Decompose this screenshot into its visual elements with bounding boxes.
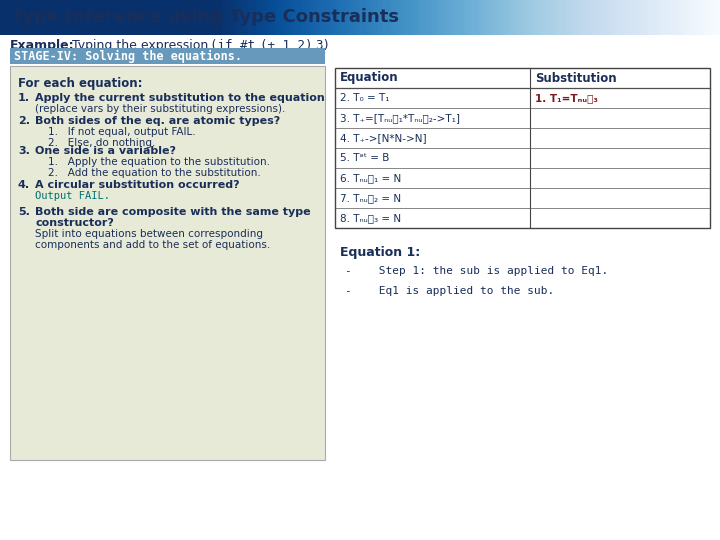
Text: For each equation:: For each equation: <box>18 77 143 90</box>
Text: 8. Tₙᵤᵮ₃ = N: 8. Tₙᵤᵮ₃ = N <box>340 213 401 223</box>
Bar <box>10 48 325 64</box>
Text: 3. T₊=[Tₙᵤᵮ₁*Tₙᵤᵮ₂->T₁]: 3. T₊=[Tₙᵤᵮ₁*Tₙᵤᵮ₂->T₁] <box>340 113 460 123</box>
Text: STAGE-IV: Solving the equations.: STAGE-IV: Solving the equations. <box>14 50 242 63</box>
Text: (if #t: (if #t <box>210 39 255 52</box>
Text: 6. Tₙᵤᵮ₁ = N: 6. Tₙᵤᵮ₁ = N <box>340 173 401 183</box>
Text: 5. Tᵊᵗ = B: 5. Tᵊᵗ = B <box>340 153 390 163</box>
Bar <box>335 68 710 228</box>
Text: 5.: 5. <box>18 207 30 217</box>
Text: -    Step 1: the sub is applied to Eq1.: - Step 1: the sub is applied to Eq1. <box>345 266 608 276</box>
Text: Output FAIL.: Output FAIL. <box>35 191 110 201</box>
Text: 1. T₁=Tₙᵤᵮ₃: 1. T₁=Tₙᵤᵮ₃ <box>535 93 598 103</box>
Bar <box>10 66 325 460</box>
Text: 2. T₀ = T₁: 2. T₀ = T₁ <box>340 93 390 103</box>
Text: 3): 3) <box>315 39 330 52</box>
Text: 4. T₊->[N*N->N]: 4. T₊->[N*N->N] <box>340 133 427 143</box>
Text: 2.   Else, do nothing.: 2. Else, do nothing. <box>48 138 156 148</box>
Text: constructor?: constructor? <box>35 218 114 228</box>
Text: 2.: 2. <box>18 116 30 126</box>
Text: Both sides of the eq. are atomic types?: Both sides of the eq. are atomic types? <box>35 116 280 126</box>
Text: 3.: 3. <box>18 146 30 156</box>
Text: Typing the expression: Typing the expression <box>72 39 208 52</box>
Text: Split into equations between corresponding: Split into equations between correspondi… <box>35 229 263 239</box>
Text: Type Inference using Type Constraints: Type Inference using Type Constraints <box>12 8 399 26</box>
Text: Equation: Equation <box>340 71 399 84</box>
Text: (+ 1 2): (+ 1 2) <box>260 39 312 52</box>
Text: (replace vars by their substituting expressions).: (replace vars by their substituting expr… <box>35 104 285 114</box>
Text: -    Eq1 is applied to the sub.: - Eq1 is applied to the sub. <box>345 286 554 296</box>
Text: components and add to the set of equations.: components and add to the set of equatio… <box>35 240 270 250</box>
Text: Apply the current substitution to the equation: Apply the current substitution to the eq… <box>35 93 325 103</box>
Text: Both side are composite with the same type: Both side are composite with the same ty… <box>35 207 310 217</box>
Text: 2.   Add the equation to the substitution.: 2. Add the equation to the substitution. <box>48 168 261 178</box>
Text: 1.   If not equal, output FAIL.: 1. If not equal, output FAIL. <box>48 127 196 137</box>
Text: 1.   Apply the equation to the substitution.: 1. Apply the equation to the substitutio… <box>48 157 270 167</box>
Text: Example:: Example: <box>10 39 75 52</box>
Text: One side is a variable?: One side is a variable? <box>35 146 176 156</box>
Text: 4.: 4. <box>18 180 30 190</box>
Text: A circular substitution occurred?: A circular substitution occurred? <box>35 180 240 190</box>
Text: Substitution: Substitution <box>535 71 616 84</box>
Text: 1.: 1. <box>18 93 30 103</box>
Text: 7. Tₙᵤᵮ₂ = N: 7. Tₙᵤᵮ₂ = N <box>340 193 401 203</box>
Text: Equation 1:: Equation 1: <box>340 246 420 259</box>
